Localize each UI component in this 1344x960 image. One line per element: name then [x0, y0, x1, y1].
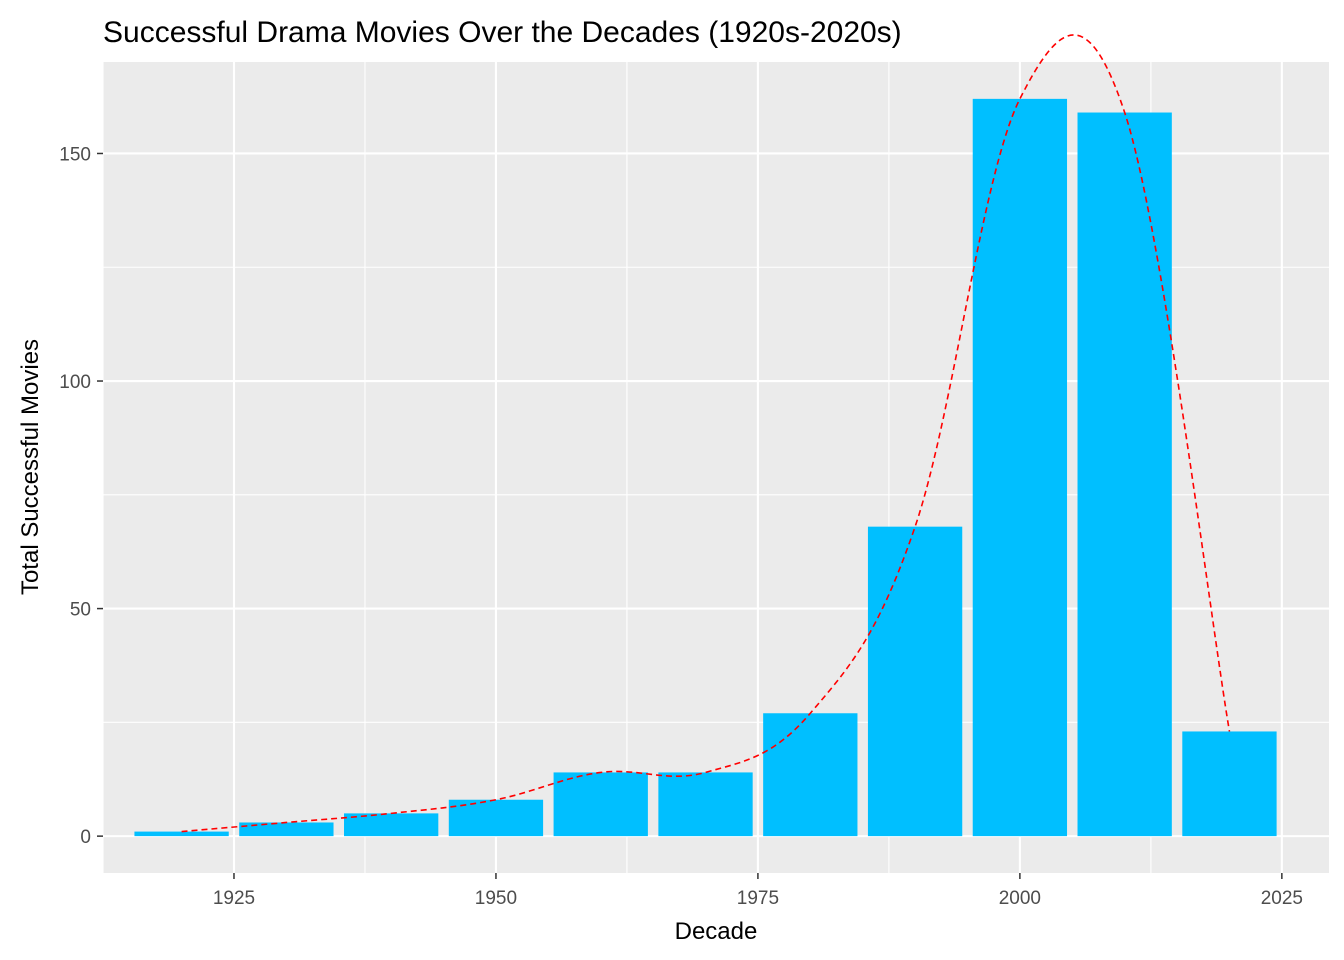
- y-axis-title: Total Successful Movies: [17, 339, 44, 595]
- bar: [1182, 731, 1277, 837]
- x-tick-label: 1925: [213, 888, 255, 909]
- x-tick-label: 2000: [999, 888, 1041, 909]
- y-axis-ticks: 0 50 100 150: [59, 144, 103, 848]
- x-tick-label: 1975: [737, 888, 779, 909]
- bar: [972, 98, 1068, 837]
- x-axis-ticks: 1925 1950 1975 2000 2025: [213, 873, 1303, 909]
- bar: [1077, 112, 1172, 837]
- x-axis-title: Decade: [675, 918, 758, 945]
- bar: [344, 813, 439, 837]
- bar: [658, 772, 753, 837]
- trend-line: [181, 34, 1231, 833]
- y-tick-label: 100: [59, 372, 91, 393]
- bar: [763, 713, 858, 837]
- y-tick-label: 50: [70, 600, 91, 621]
- y-tick-label: 150: [59, 144, 91, 165]
- bar: [134, 831, 229, 837]
- bar: [867, 526, 963, 837]
- chart-title: Successful Drama Movies Over the Decades…: [103, 16, 902, 49]
- bars: [134, 98, 1277, 837]
- x-tick-label: 2025: [1261, 888, 1303, 909]
- y-tick-label: 0: [80, 827, 91, 848]
- x-tick-label: 1950: [475, 888, 517, 909]
- bar: [553, 772, 648, 837]
- bar: [239, 822, 334, 837]
